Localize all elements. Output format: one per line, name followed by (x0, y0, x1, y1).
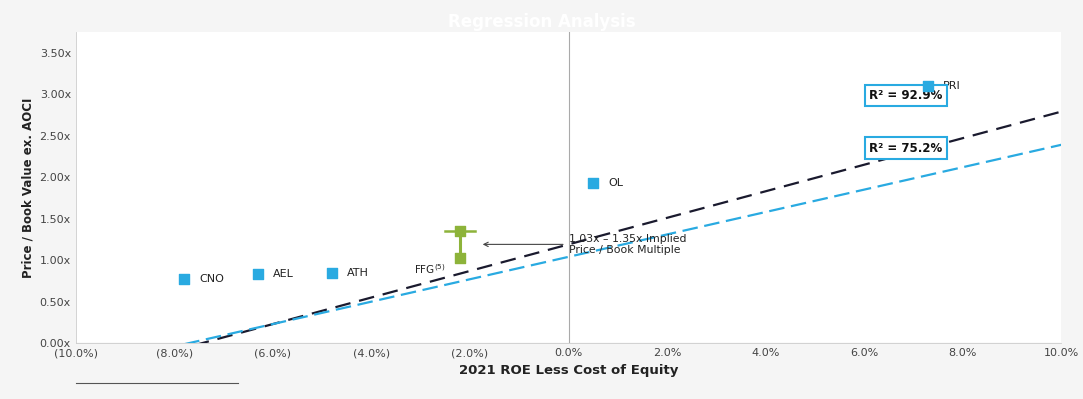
Text: Regression Analysis: Regression Analysis (447, 13, 636, 31)
Text: PRI: PRI (943, 81, 961, 91)
Text: ATH: ATH (347, 269, 368, 279)
Text: FFG$^{(5)}$: FFG$^{(5)}$ (414, 262, 445, 276)
Text: AEL: AEL (273, 269, 293, 279)
Text: OL: OL (608, 178, 623, 188)
Point (452, 228, 469, 234)
Text: 1.03x – 1.35x Implied
Price / Book Multiple: 1.03x – 1.35x Implied Price / Book Multi… (484, 233, 686, 255)
Text: CNO: CNO (199, 274, 224, 284)
Point (324, 270, 341, 277)
Point (585, 180, 602, 186)
Text: R² = 92.9%: R² = 92.9% (870, 89, 942, 102)
Point (175, 276, 193, 282)
Point (249, 271, 266, 277)
Text: R² = 75.2%: R² = 75.2% (870, 142, 942, 154)
Point (919, 83, 937, 89)
X-axis label: 2021 ROE Less Cost of Equity: 2021 ROE Less Cost of Equity (459, 363, 678, 377)
Point (452, 255, 469, 261)
Y-axis label: Price / Book Value ex. AOCI: Price / Book Value ex. AOCI (21, 97, 34, 278)
